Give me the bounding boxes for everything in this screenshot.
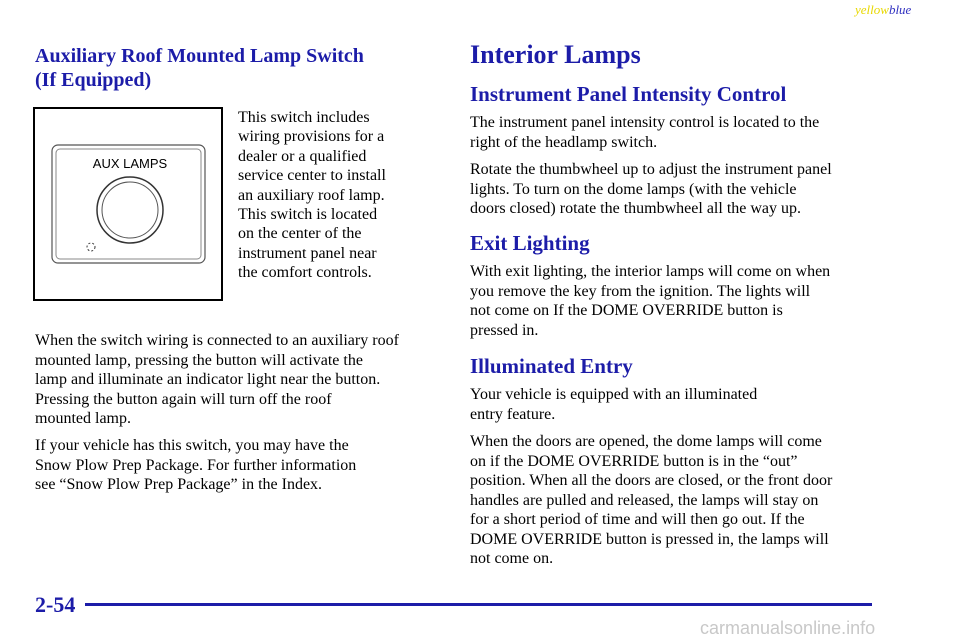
left-title-line: Auxiliary Roof Mounted Lamp Switch	[35, 45, 364, 67]
page-number: 2-54	[35, 592, 76, 617]
section-heading: Exit Lighting	[470, 231, 590, 255]
paragraph-line: handles are pulled and released, the lam…	[470, 491, 819, 509]
figure-text-line: wiring provisions for a	[238, 128, 385, 146]
figure-text-line: This switch includes	[238, 109, 370, 126]
paragraph-line: The instrument panel intensity control i…	[470, 114, 820, 131]
left-title-line: (If Equipped)	[35, 69, 152, 91]
right-title: Interior Lamps	[470, 40, 641, 69]
figure-text-line: dealer or a qualified	[238, 147, 367, 165]
paragraph-line: When the switch wiring is connected to a…	[35, 332, 399, 349]
mark-yellow: yellow	[855, 2, 889, 17]
figure-text-line: This switch is located	[238, 206, 378, 223]
paragraph-line: Pressing the button again will turn off …	[35, 390, 332, 408]
figure-text-line: instrument panel near	[238, 244, 377, 262]
paragraph-line: for a short period of time and will then…	[470, 511, 805, 528]
paragraph-line: Rotate the thumbwheel up to adjust the i…	[470, 161, 832, 178]
paragraph-line: If your vehicle has this switch, you may…	[35, 437, 349, 454]
paragraph-line: not come on.	[470, 550, 554, 567]
section-heading: Illuminated Entry	[470, 354, 633, 378]
paragraph-line: you remove the key from the ignition. Th…	[470, 282, 811, 300]
paragraph-line: not come on If the DOME OVERRIDE button …	[470, 302, 783, 319]
paragraph-line: lamp and illuminate an indicator light n…	[35, 371, 381, 388]
paragraph-line: on if the DOME OVERRIDE button is in the…	[470, 452, 798, 470]
mark-blue: blue	[888, 2, 912, 17]
figure-text-line: service center to install	[238, 167, 386, 185]
footer-rule	[85, 603, 872, 606]
paragraph-line: When the doors are opened, the dome lamp…	[470, 433, 822, 450]
paragraph-line: mounted lamp.	[35, 410, 131, 427]
paragraph-line: right of the headlamp switch.	[470, 133, 658, 151]
paragraph-line: see “Snow Plow Prep Package” in the Inde…	[35, 476, 323, 493]
figure-label: AUX LAMPS	[93, 156, 168, 171]
paragraph-line: lights. To turn on the dome lamps (with …	[470, 180, 797, 198]
figure-text-line: on the center of the	[238, 225, 362, 243]
paragraph-line: pressed in.	[470, 321, 539, 339]
section-heading: Instrument Panel Intensity Control	[470, 82, 787, 106]
paragraph-line: position. When all the doors are closed,…	[470, 472, 833, 489]
paragraph-line: Snow Plow Prep Package. For further info…	[35, 456, 357, 474]
figure-text-line: an auxiliary roof lamp.	[238, 186, 385, 204]
paragraph-line: DOME OVERRIDE button is pressed in, the …	[470, 530, 829, 548]
figure: AUX LAMPS	[33, 107, 223, 301]
header-mark: yellowblue	[855, 2, 911, 18]
paragraph-line: mounted lamp, pressing the button will a…	[35, 351, 363, 369]
paragraph-line: With exit lighting, the interior lamps w…	[470, 263, 831, 280]
paragraph-line: doors closed) rotate the thumbwheel all …	[470, 200, 802, 217]
paragraph-line: entry feature.	[470, 405, 556, 423]
figure-text-line: the comfort controls.	[238, 264, 372, 282]
paragraph-line: Your vehicle is equipped with an illumin…	[470, 386, 758, 403]
watermark: carmanualsonline.info	[700, 618, 876, 638]
